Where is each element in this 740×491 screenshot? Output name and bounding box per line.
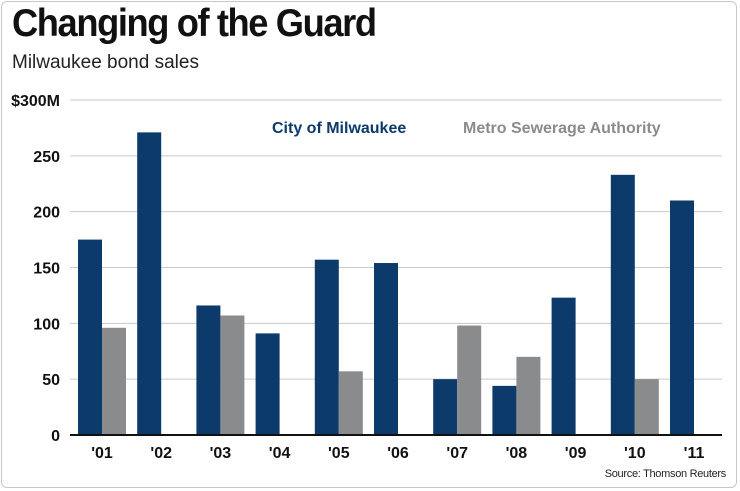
bar-city-4: [314, 259, 339, 435]
bar-city-6: [433, 379, 458, 435]
y-tick-label: 150: [33, 261, 60, 278]
x-tick-label: '07: [446, 445, 468, 462]
x-tick-label: '11: [684, 445, 705, 462]
x-tick-label: '04: [269, 445, 291, 462]
bar-metro-2: [220, 315, 245, 435]
y-tick-label: 250: [33, 149, 60, 166]
bar-city-9: [610, 174, 635, 436]
bar-city-8: [551, 297, 576, 435]
x-tick-label: '09: [565, 445, 587, 462]
bar-city-1: [137, 132, 162, 435]
x-tick-label: '02: [150, 445, 172, 462]
x-tick-label: '01: [91, 445, 113, 462]
bar-metro-6: [457, 325, 482, 435]
legend-item-metro: Metro Sewerage Authority: [463, 120, 661, 137]
bar-metro-7: [516, 356, 541, 435]
x-tick-label: '08: [506, 445, 528, 462]
chart-subtitle: Milwaukee bond sales: [12, 52, 199, 73]
y-tick-label: $300M: [11, 93, 60, 110]
y-tick-label: 0: [51, 428, 60, 445]
bar-city-5: [374, 263, 398, 435]
bar-city-3: [255, 333, 280, 435]
x-tick-label: '03: [210, 445, 232, 462]
chart-title: Changing of the Guard: [12, 2, 377, 45]
y-tick-label: 100: [33, 316, 60, 333]
bar-city-10: [670, 200, 694, 435]
bar-city-7: [492, 385, 517, 435]
source-note: Source: Thomson Reuters: [604, 468, 727, 480]
bar-city-2: [196, 305, 221, 435]
x-tick-label: '05: [328, 445, 350, 462]
x-tick-label: '10: [624, 445, 646, 462]
legend-item-city: City of Milwaukee: [272, 120, 406, 137]
bar-metro-9: [634, 379, 659, 435]
y-tick-label: 200: [33, 205, 60, 222]
bar-city-0: [78, 239, 102, 435]
bar-metro-4: [338, 371, 363, 435]
bar-metro-0: [102, 327, 126, 435]
y-tick-label: 50: [42, 372, 60, 389]
x-tick-label: '06: [387, 445, 409, 462]
